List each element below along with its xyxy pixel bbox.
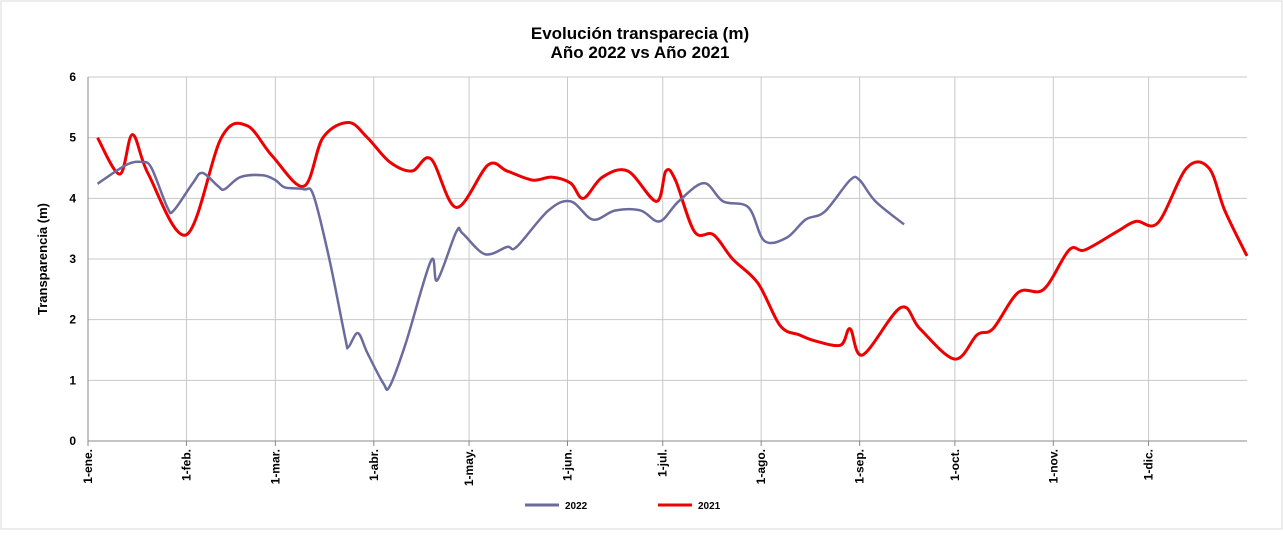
y-tick-label: 6 — [69, 70, 76, 84]
x-tick-label: 1-ago. — [754, 449, 768, 484]
chart-subtitle: Año 2022 vs Año 2021 — [551, 43, 730, 62]
legend-label: 2022 — [565, 501, 588, 512]
y-tick-label: 1 — [69, 373, 76, 387]
x-tick-label: 1-dic. — [1142, 449, 1156, 480]
legend-label: 2021 — [698, 501, 721, 512]
y-tick-label: 0 — [69, 434, 76, 448]
x-tick-label: 1-ene. — [81, 449, 95, 484]
x-tick-label: 1-feb. — [179, 449, 193, 481]
x-tick-label: 1-nov. — [1046, 449, 1060, 483]
series-line — [96, 120, 1249, 361]
y-axis-label: Transparencia (m) — [35, 203, 50, 315]
series-line — [96, 160, 905, 392]
y-tick-label: 5 — [69, 131, 76, 145]
x-tick-label: 1-abr. — [367, 449, 381, 481]
x-tick-label: 1-mar. — [268, 449, 282, 484]
x-tick-label: 1-jun. — [560, 449, 574, 481]
x-tick-label: 1-sep. — [853, 449, 867, 484]
y-tick-label: 4 — [69, 191, 76, 205]
x-tick-label: 1-jul. — [656, 449, 670, 477]
y-tick-label: 3 — [69, 252, 76, 266]
y-tick-label: 2 — [69, 313, 76, 327]
x-tick-label: 1-may. — [462, 449, 476, 486]
x-tick-label: 1-oct. — [948, 449, 962, 481]
chart-title: Evolución transparecia (m) — [531, 24, 749, 43]
